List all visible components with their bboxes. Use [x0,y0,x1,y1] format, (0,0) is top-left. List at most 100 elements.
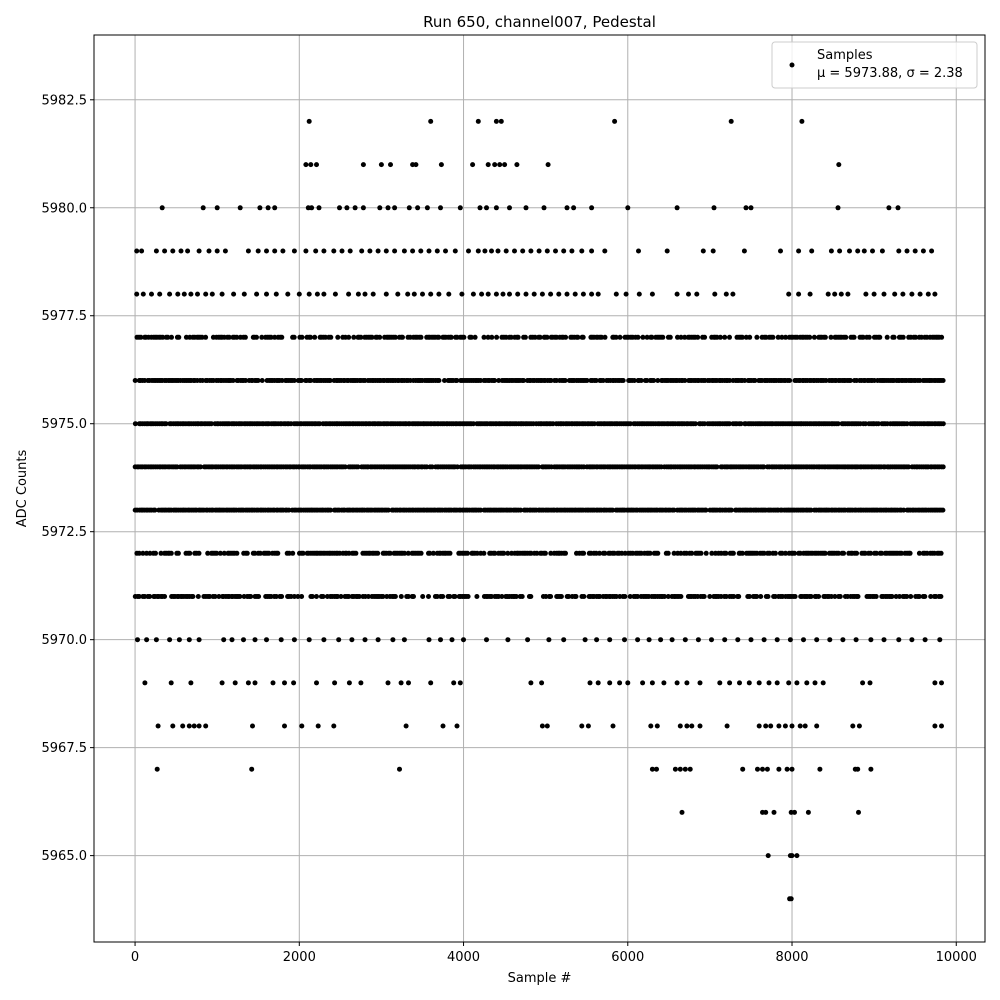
data-point [904,421,910,427]
data-point [134,248,140,254]
data-point [418,248,424,254]
data-point [181,291,187,297]
data-point [771,809,777,815]
data-point [613,334,619,340]
data-point [206,248,212,254]
data-point [836,550,841,556]
data-point [242,334,248,340]
data-point [940,378,946,383]
data-point [383,248,389,254]
y-tick-label: 5982.5 [42,93,88,108]
data-point [620,378,626,383]
data-point [625,680,631,686]
data-point [654,766,659,772]
data-point [770,334,776,340]
data-point [286,550,292,556]
data-point [252,550,258,556]
data-point [451,680,457,686]
data-point [349,637,355,643]
data-point [647,550,653,556]
data-point [728,118,734,124]
data-point [303,162,309,168]
data-point [789,766,795,772]
data-point [291,378,297,383]
data-point [832,291,838,297]
data-point [523,291,529,297]
data-point [398,594,404,599]
data-point [735,637,741,643]
data-point [820,680,826,686]
data-point [569,248,575,254]
data-point [779,334,785,340]
data-point [904,248,910,254]
data-point [481,550,487,556]
data-point [420,291,425,297]
data-point [600,378,606,383]
data-point [528,594,534,599]
data-point [231,291,237,297]
data-point [772,550,778,556]
data-point [884,334,890,340]
data-point [703,507,709,513]
data-point [697,723,703,729]
data-point [475,118,481,124]
data-point [742,378,748,383]
data-point [314,594,319,599]
data-point [375,248,381,254]
data-point [442,378,447,383]
data-point [747,334,753,340]
data-point [840,637,846,643]
data-point [896,248,902,254]
data-point [901,507,907,513]
data-point [917,291,923,297]
data-point [694,291,700,297]
data-point [562,378,568,383]
data-point [523,205,529,211]
data-point [264,291,269,297]
data-point [709,637,714,643]
data-point [309,205,315,211]
data-point [315,723,321,729]
data-point [359,248,365,254]
data-point [792,594,798,599]
data-point [640,334,646,340]
data-point [317,421,323,427]
data-point [579,723,585,729]
data-point [403,723,409,729]
data-points [132,118,946,902]
data-point [477,205,483,211]
data-point [528,248,534,254]
data-point [502,162,508,168]
data-point [701,594,707,599]
data-point [761,637,767,643]
data-point [205,550,211,556]
data-point [607,637,613,643]
legend-marker [789,62,795,68]
data-point [320,594,326,599]
data-point [788,896,794,902]
data-point [789,723,795,729]
data-point [572,291,578,297]
data-point [847,248,852,254]
data-point [794,853,800,859]
data-point [328,507,333,513]
data-point [675,334,680,340]
legend-series-label: Samples [817,48,873,63]
data-point [270,680,276,686]
data-point [684,723,690,729]
data-point [405,291,411,297]
data-point [651,378,657,383]
data-point [886,205,892,211]
data-point [234,334,240,340]
data-point [415,205,421,211]
data-point [520,248,526,254]
data-point [765,594,771,599]
data-point [727,334,732,340]
data-point [465,594,471,599]
data-point [541,205,547,211]
data-point [932,680,938,686]
data-point [331,723,337,729]
data-point [505,550,511,556]
x-tick-label: 8000 [775,950,808,965]
